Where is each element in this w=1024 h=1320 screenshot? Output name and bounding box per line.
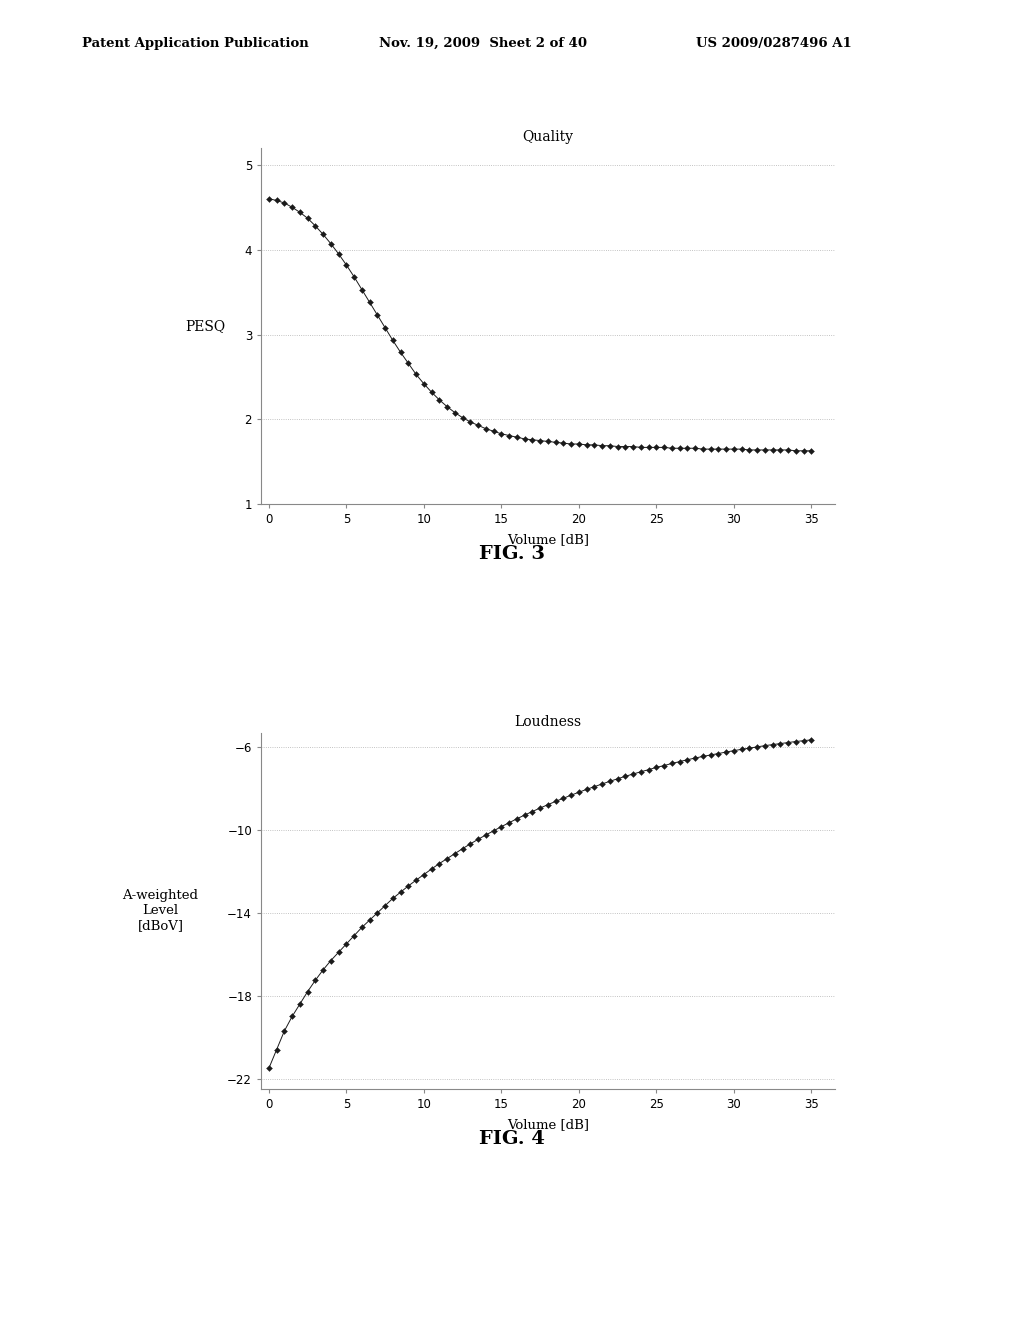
Y-axis label: PESQ: PESQ [185,319,225,333]
Text: Nov. 19, 2009  Sheet 2 of 40: Nov. 19, 2009 Sheet 2 of 40 [379,37,587,50]
Text: US 2009/0287496 A1: US 2009/0287496 A1 [696,37,852,50]
Title: Loudness: Loudness [514,714,582,729]
Y-axis label: A-weighted
Level
[dBoV]: A-weighted Level [dBoV] [123,890,199,932]
Text: FIG. 3: FIG. 3 [479,545,545,564]
Text: FIG. 4: FIG. 4 [479,1130,545,1148]
Text: Patent Application Publication: Patent Application Publication [82,37,308,50]
X-axis label: Volume [dB]: Volume [dB] [507,533,589,546]
Title: Quality: Quality [522,129,573,144]
X-axis label: Volume [dB]: Volume [dB] [507,1118,589,1131]
